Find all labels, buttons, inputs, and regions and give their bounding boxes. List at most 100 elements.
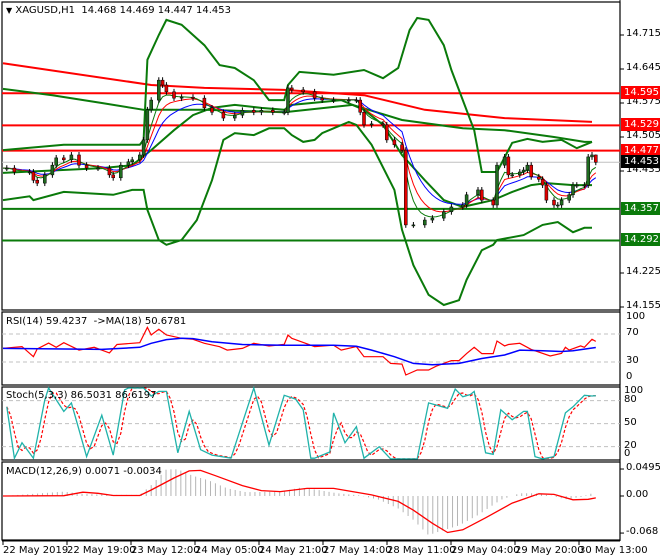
candle-body [552,199,556,206]
candle-body [172,91,176,99]
time-tick-label: 22 May 19:00 [67,545,136,556]
price-tick-label: 14.645 [626,61,660,73]
macd-tick-label: 0.0495 [626,462,660,474]
candle-body [544,184,549,201]
candle-body [35,179,39,184]
candle-body [495,164,499,206]
rsi-header: RSI(14) 59.4237 ->MA(18) 50.6781 [6,316,186,327]
candle-body [347,99,351,102]
candle-body [358,99,362,113]
candle-body [130,159,134,163]
level-tag-14.477: 14.477 [621,143,660,157]
candle-body [290,87,294,91]
candle-body [521,169,526,173]
candle-body [464,194,469,206]
candle-body [381,123,385,126]
candle-body [369,123,374,126]
candle-body [141,139,146,156]
macd-header: MACD(12,26,9) 0.0071 -0.0034 [6,466,162,477]
candle-body [529,164,533,178]
candle-body [491,199,495,206]
time-tick-label: 28 May 11:00 [387,545,456,556]
stoch-tick-label: 50 [624,416,637,428]
candle-body [240,110,245,116]
candle-body [449,206,454,213]
bollinger-lower-line [2,120,592,307]
time-tick-label: 22 May 2019 [3,545,69,556]
candle-body [430,217,435,221]
candle-body [525,164,530,171]
high-value: 14.469 [119,5,155,16]
candle-body [400,144,404,151]
price-tick-label: 14.715 [626,28,660,39]
rsi-ma-line [2,337,596,366]
candle-body [160,79,165,86]
candle-body [107,167,112,176]
triangle-down-icon[interactable]: ▼ [6,6,13,15]
level-tag-14.529: 14.529 [621,118,660,132]
price-tick-label: 14.155 [626,299,660,311]
stoch-tick-label: 100 [624,385,644,396]
candle-body [191,96,195,99]
candle-body [149,99,153,111]
macd-label: MACD(12,26,9) 0.0071 -0.0034 [6,466,162,477]
candle-body [518,171,522,176]
candle-body [12,167,17,173]
bollinger-upper-line [2,16,593,173]
candle-body [62,157,66,161]
candle-body [411,224,416,227]
candle-body [210,107,214,113]
time-tick-label: 24 May 05:00 [195,545,264,556]
candle-body [354,99,359,102]
candle-body [27,171,32,174]
candle-body [461,204,465,208]
stoch-tick-label: 20 [624,439,637,451]
candle-body [510,174,514,177]
candle-body [145,109,150,141]
level-tag-14.357: 14.357 [621,201,660,215]
candle-body [312,91,317,99]
macd-tick-label: 0.00 [626,489,649,500]
price-tick-label: 14.435 [626,163,660,175]
time-tick-label: 27 May 14:00 [323,545,392,556]
candle-body [221,111,226,119]
macd-tick-label: -0.068 [626,526,659,538]
candle-body [594,154,598,163]
candle-body [476,189,480,196]
rsi-tick-label: 30 [626,355,639,366]
candle-body [157,79,161,101]
candle-body [84,164,89,169]
candle-body [442,211,446,219]
rsi-ma-label: ->MA(18) 50.6781 [93,316,187,327]
time-tick-label: 24 May 21:00 [259,545,328,556]
candle-body [252,110,256,113]
macd-signal-line [2,469,596,534]
rsi-tick-label: 100 [626,311,646,322]
last-price-tag: 14.453 [621,155,660,169]
candle-body [320,97,324,101]
candle-body [540,179,545,186]
candle-body [571,184,575,196]
panel-frame-0 [1,1,621,311]
low-value: 14.447 [157,5,193,16]
candle-body [31,171,36,181]
chart-header: ▼ XAGUSD,H1 14.468 14.469 14.447 14.453 [6,5,231,16]
candle-body [54,157,58,166]
candle-body [502,156,507,166]
rsi-tick-label: 70 [626,327,639,338]
candle-body [286,87,290,113]
candle-body [138,154,142,161]
candle-body [590,154,594,158]
rsi-label: RSI(14) 59.4237 [6,316,88,327]
candle-body [179,96,184,99]
stoch-main-line [6,385,596,461]
candle-body [43,174,47,184]
candle-body [423,219,427,226]
candle-body [385,124,389,141]
level-tag-14.292: 14.292 [621,233,660,247]
candle-body [271,110,275,113]
candle-body [575,184,579,187]
candle-body [362,111,366,126]
time-tick-label: 29 May 20:00 [515,545,584,556]
